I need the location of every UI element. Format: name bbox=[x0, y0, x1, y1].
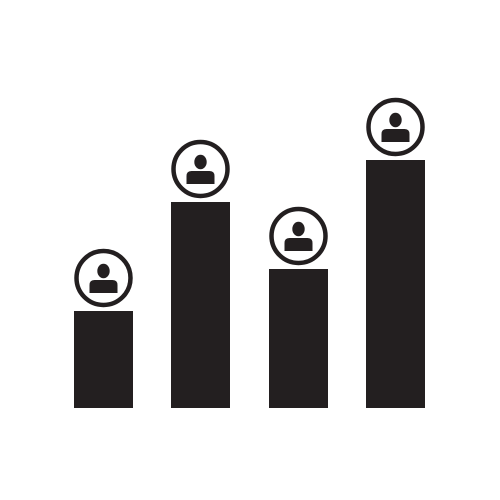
bar bbox=[171, 202, 230, 408]
avatar-head bbox=[194, 154, 207, 170]
avatar-body bbox=[284, 238, 313, 251]
bar-group bbox=[269, 206, 328, 408]
avatar-head bbox=[97, 263, 110, 279]
bars-group bbox=[74, 97, 425, 408]
user-icon bbox=[171, 139, 230, 199]
bar bbox=[74, 311, 133, 408]
user-icon bbox=[366, 97, 425, 157]
avatar-head bbox=[389, 112, 402, 128]
avatar-body bbox=[89, 280, 118, 293]
avatar-head bbox=[292, 221, 305, 237]
bar bbox=[269, 269, 328, 408]
avatar-body bbox=[186, 171, 215, 184]
bar bbox=[366, 160, 425, 408]
bar-group bbox=[171, 139, 230, 408]
bar-group bbox=[74, 248, 133, 408]
avatar-body bbox=[381, 129, 410, 142]
bar-group bbox=[366, 97, 425, 408]
user-icon bbox=[269, 206, 328, 266]
user-icon bbox=[74, 248, 133, 308]
